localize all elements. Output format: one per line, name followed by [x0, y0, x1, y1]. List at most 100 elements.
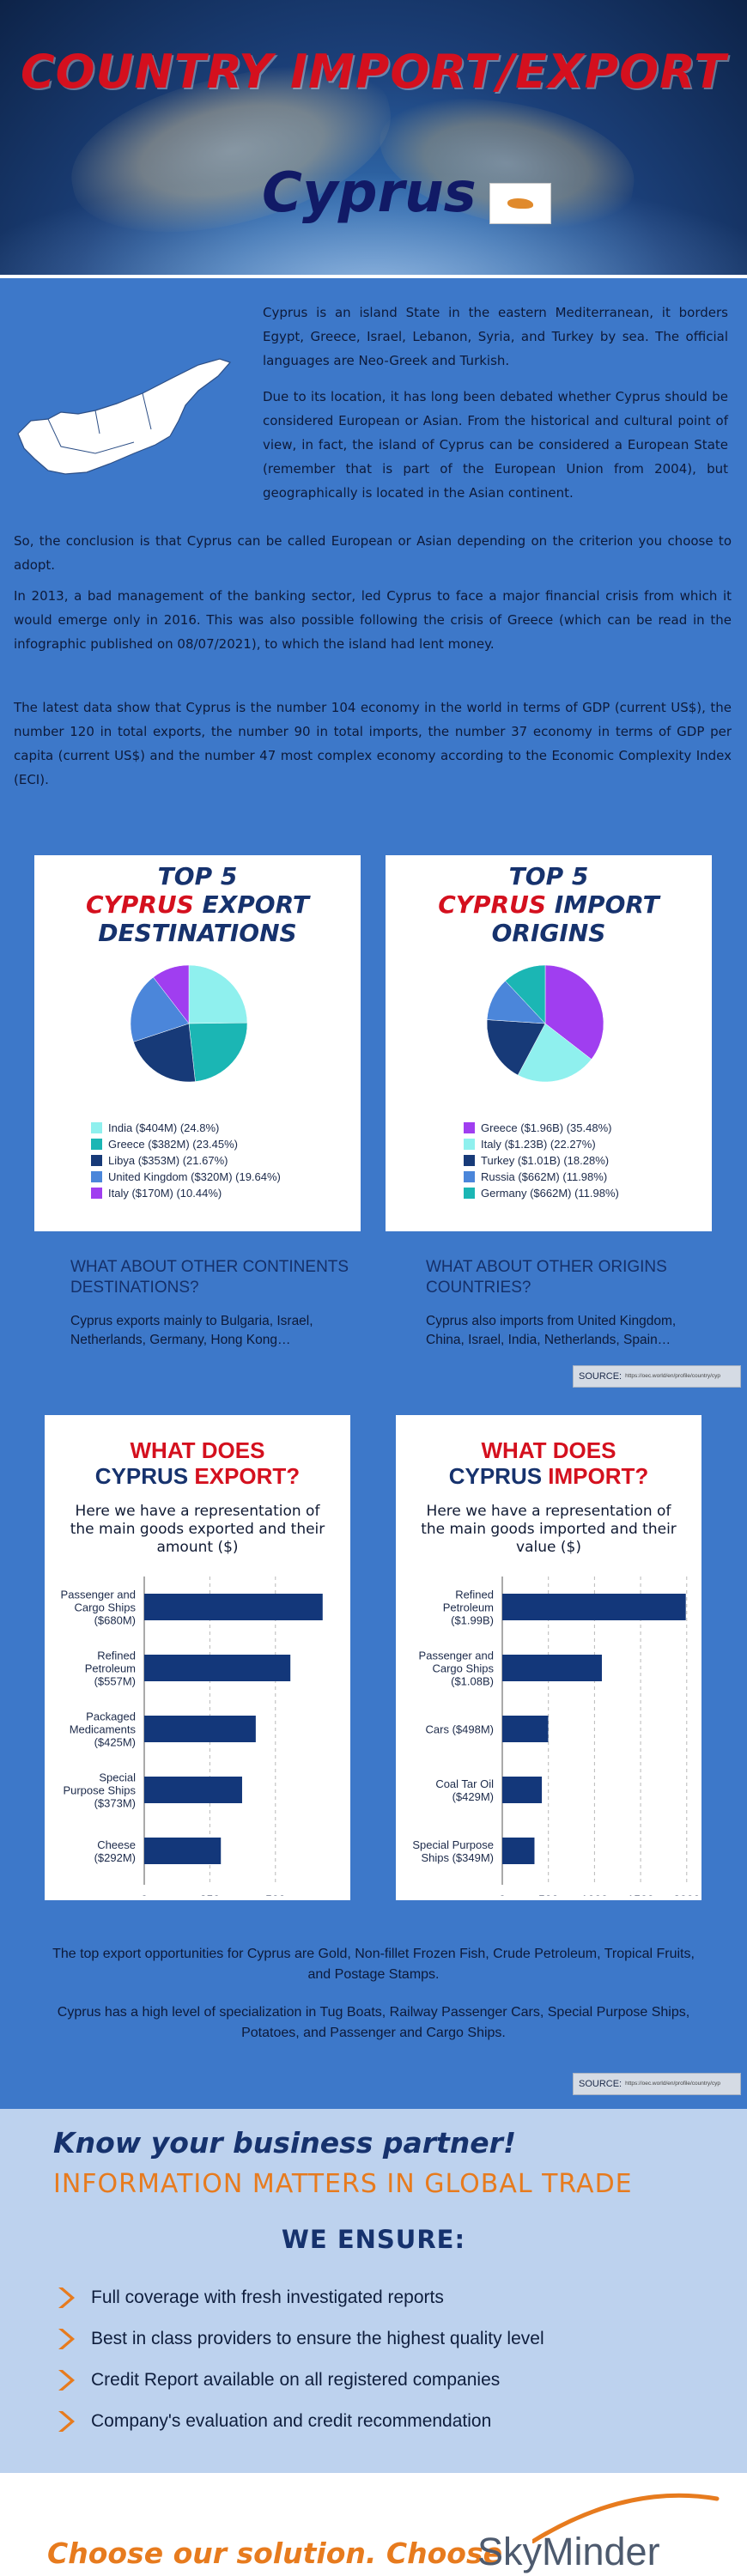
- bar-title-line1: WHAT DOES: [130, 1437, 265, 1463]
- export-continents-heading: WHAT ABOUT OTHER CONTINENTS DESTINATIONS…: [70, 1258, 349, 1297]
- chevron-right-icon: [58, 2411, 75, 2432]
- x-tick-label: 0: [499, 1893, 506, 1896]
- legend-label: Italy ($1.23B) (22.27%): [481, 1138, 596, 1151]
- bar: [502, 1655, 602, 1681]
- bar: [144, 1655, 291, 1681]
- pie-slice: [188, 964, 248, 1024]
- legend-item: Libya ($353M) (21.67%): [91, 1152, 281, 1169]
- source-url[interactable]: https://oec.world/en/profile/country/cyp: [625, 1373, 721, 1379]
- ensure-text: Best in class providers to ensure the hi…: [91, 2329, 544, 2348]
- bar-subtitle: Here we have a representation of the mai…: [421, 1503, 677, 1556]
- legend-swatch: [91, 1139, 102, 1150]
- legend-label: Germany ($662M) (11.98%): [481, 1187, 619, 1200]
- intro-paragraph: So, the conclusion is that Cyprus can be…: [14, 533, 732, 573]
- card-title-top: TOP 5: [508, 862, 589, 890]
- partner-heading: Know your business partner!: [53, 2126, 517, 2160]
- legend-item: India ($404M) (24.8%): [91, 1120, 281, 1136]
- card-title-kind: EXPORT: [202, 890, 309, 919]
- bar: [502, 1777, 543, 1803]
- bar-title-line1: WHAT DOES: [481, 1437, 616, 1463]
- cta-text: Choose our solution. Choose: [47, 2537, 502, 2570]
- legend-item: Greece ($382M) (23.45%): [91, 1136, 281, 1152]
- legend-label: United Kingdom ($320M) (19.64%): [108, 1170, 281, 1183]
- pie-slice: [517, 1023, 592, 1083]
- bar: [502, 1838, 535, 1864]
- pie-slice: [486, 1019, 546, 1076]
- category-label: Coal Tar Oil ($429M): [435, 1777, 494, 1803]
- legend-label: Russia ($662M) (11.98%): [481, 1170, 608, 1183]
- import-pie-legend: Greece ($1.96B) (35.48%) Italy ($1.23B) (…: [464, 1120, 619, 1201]
- legend-swatch: [91, 1122, 102, 1133]
- intro-paragraph: Due to its location, it has long been de…: [263, 389, 728, 501]
- bar: [144, 1838, 222, 1864]
- source-label: SOURCE:: [579, 2079, 622, 2089]
- specialization-text: Cyprus has a high level of specializatio…: [57, 2005, 690, 2040]
- import-origins-card: TOP 5 CYPRUS IMPORT ORIGINS Greece ($1.9…: [386, 855, 712, 1231]
- import-continents-heading: WHAT ABOUT OTHER ORIGINS COUNTRIES?: [426, 1258, 667, 1297]
- category-label: Refined Petroleum ($1.99B): [443, 1589, 494, 1627]
- category-label: Cars ($498M): [426, 1723, 494, 1736]
- ensure-item: Company's evaluation and credit recommen…: [53, 2404, 491, 2439]
- partner-subheading: INFORMATION MATTERS IN GLOBAL TRADE: [53, 2169, 633, 2199]
- x-tick-label: 500: [265, 1893, 286, 1896]
- category-label: Cheese ($292M): [94, 1838, 136, 1864]
- legend-swatch: [464, 1171, 475, 1182]
- category-label: Special Purpose Ships ($349M): [412, 1838, 494, 1864]
- legend-swatch: [464, 1155, 475, 1166]
- pie-slice: [153, 964, 190, 1024]
- divider: [0, 275, 747, 278]
- card-title-country: CYPRUS: [438, 890, 547, 919]
- brand-logo[interactable]: SkyMinder: [477, 2530, 660, 2573]
- import-bar-chart: 0 500 1000 1500 2000 RefinedPetroleum($1.99B)…: [412, 1577, 701, 1896]
- legend-item: Greece ($1.96B) (35.48%): [464, 1120, 619, 1136]
- export-goods-card: WHAT DOES CYPRUS EXPORT? Here we have a …: [45, 1415, 350, 1900]
- chevron-right-icon: [58, 2287, 75, 2308]
- card-title-kind: IMPORT: [554, 890, 659, 919]
- bar-title-kind: EXPORT?: [194, 1463, 301, 1489]
- source-link[interactable]: SOURCE: https://oec.world/en/profile/cou…: [573, 1365, 741, 1388]
- export-opportunities-text: The top export opportunities for Cyprus …: [52, 1947, 695, 1982]
- bar-title-country: CYPRUS: [448, 1463, 543, 1489]
- import-continents-text: Cyprus also imports from United Kingdom,…: [426, 1314, 677, 1347]
- country-name: Cyprus: [262, 161, 477, 225]
- ensure-item: Credit Report available on all registere…: [53, 2363, 500, 2397]
- legend-label: Libya ($353M) (21.67%): [108, 1154, 228, 1167]
- import-goods-card: WHAT DOES CYPRUS IMPORT? Here we have a …: [396, 1415, 701, 1900]
- export-continents-text: Cyprus exports mainly to Bulgaria, Israe…: [70, 1314, 313, 1347]
- legend-swatch: [91, 1155, 102, 1166]
- ensure-text: Full coverage with fresh investigated re…: [91, 2287, 444, 2307]
- legend-label: Greece ($1.96B) (35.48%): [481, 1121, 612, 1134]
- pie-slice: [505, 964, 546, 1024]
- card-title-country: CYPRUS: [85, 890, 194, 919]
- legend-label: Greece ($382M) (23.45%): [108, 1138, 239, 1151]
- intro-paragraph: Cyprus is an island State in the eastern…: [263, 305, 728, 368]
- legend-item: Germany ($662M) (11.98%): [464, 1185, 619, 1201]
- x-tick-label: 0: [141, 1893, 148, 1896]
- category-label: Refined Petroleum ($557M): [85, 1649, 136, 1688]
- source-link[interactable]: SOURCE: https://oec.world/en/profile/cou…: [573, 2073, 741, 2095]
- category-label: Packaged Medicaments ($425M): [70, 1710, 137, 1749]
- ensure-text: Company's evaluation and credit recommen…: [91, 2411, 492, 2431]
- pie-slice: [544, 964, 604, 1060]
- legend-swatch: [464, 1139, 475, 1150]
- bar: [144, 1594, 323, 1620]
- bar-title-country: CYPRUS: [94, 1463, 189, 1489]
- legend-swatch: [464, 1122, 475, 1133]
- card-title-top: TOP 5: [157, 862, 238, 890]
- legend-swatch: [91, 1171, 102, 1182]
- x-tick-label: 500: [538, 1893, 559, 1896]
- x-tick-label: 2000: [673, 1893, 700, 1896]
- cyprus-map-icon: [17, 358, 232, 475]
- pie-slice: [188, 1022, 248, 1082]
- legend-swatch: [91, 1188, 102, 1199]
- export-destinations-card: TOP 5 CYPRUS EXPORT DESTINATIONS India (…: [34, 855, 361, 1231]
- footer: Choose our solution. Choose SkyMinder: [0, 2473, 747, 2576]
- cyprus-flag-icon: [489, 183, 551, 224]
- chevron-right-icon: [58, 2370, 75, 2391]
- bar-title-kind: IMPORT?: [548, 1463, 649, 1489]
- page-title: COUNTRY IMPORT/EXPORT: [21, 45, 726, 99]
- category-label: Special Purpose Ships ($373M): [63, 1771, 136, 1810]
- legend-item: Italy ($1.23B) (22.27%): [464, 1136, 619, 1152]
- source-url[interactable]: https://oec.world/en/profile/country/cyp: [625, 2081, 721, 2087]
